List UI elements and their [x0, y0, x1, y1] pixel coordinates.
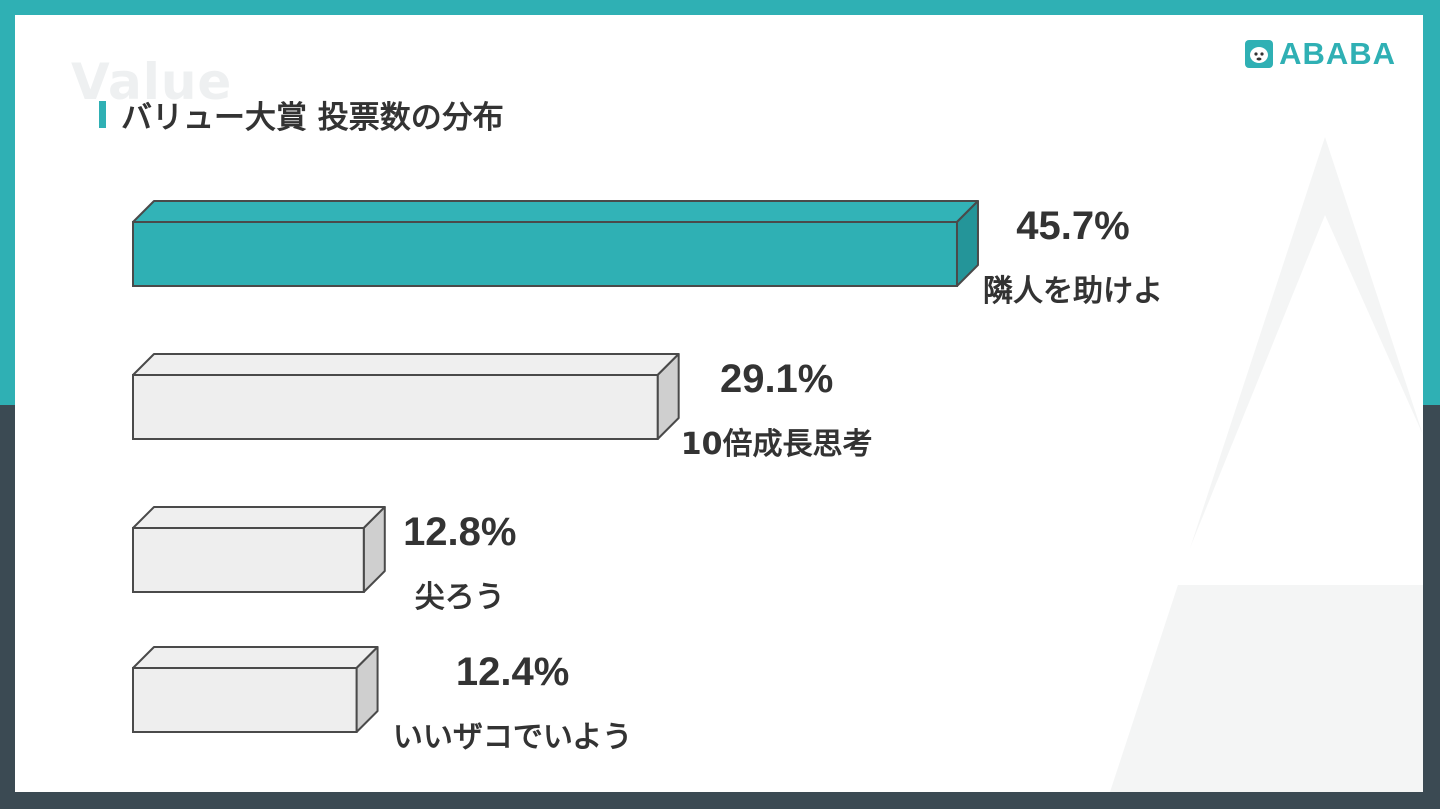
bar-top-face [132, 506, 386, 529]
page-title: バリュー大賞 投票数の分布 [121, 100, 504, 136]
background-a-mark [1110, 137, 1423, 792]
logo-icon [1245, 39, 1274, 68]
watermark-text: Value [71, 53, 233, 111]
category-label: 尖ろう [415, 580, 505, 615]
bar [132, 374, 659, 440]
value-label: 45.7% [1016, 204, 1129, 248]
bar-top-face [132, 646, 379, 669]
category-label: 隣人を助けよ [983, 274, 1163, 309]
bar [132, 221, 958, 287]
brand-logo: ABABA [1245, 38, 1396, 69]
title-accent-bar [99, 101, 106, 128]
category-label: いいザコでいよう [393, 720, 632, 755]
bar-top-face [132, 353, 680, 376]
value-label: 12.8% [403, 510, 516, 554]
logo-text: ABABA [1279, 36, 1396, 71]
bar-chart: 45.7% 隣人を助けよ 29.1% 10倍成長思考 12.8% 尖ろう 12.4% いいザコ… [132, 200, 1163, 755]
value-label: 12.4% [456, 650, 569, 694]
slide-card: Value バリュー大賞 投票数の分布 ABABA 45.7% 隣人を助けよ 29.… [15, 15, 1423, 792]
bar [132, 527, 365, 593]
value-label: 29.1% [720, 357, 833, 401]
bar-top-face [132, 200, 979, 223]
bar [132, 667, 358, 733]
category-label: 10倍成長思考 [681, 427, 873, 462]
